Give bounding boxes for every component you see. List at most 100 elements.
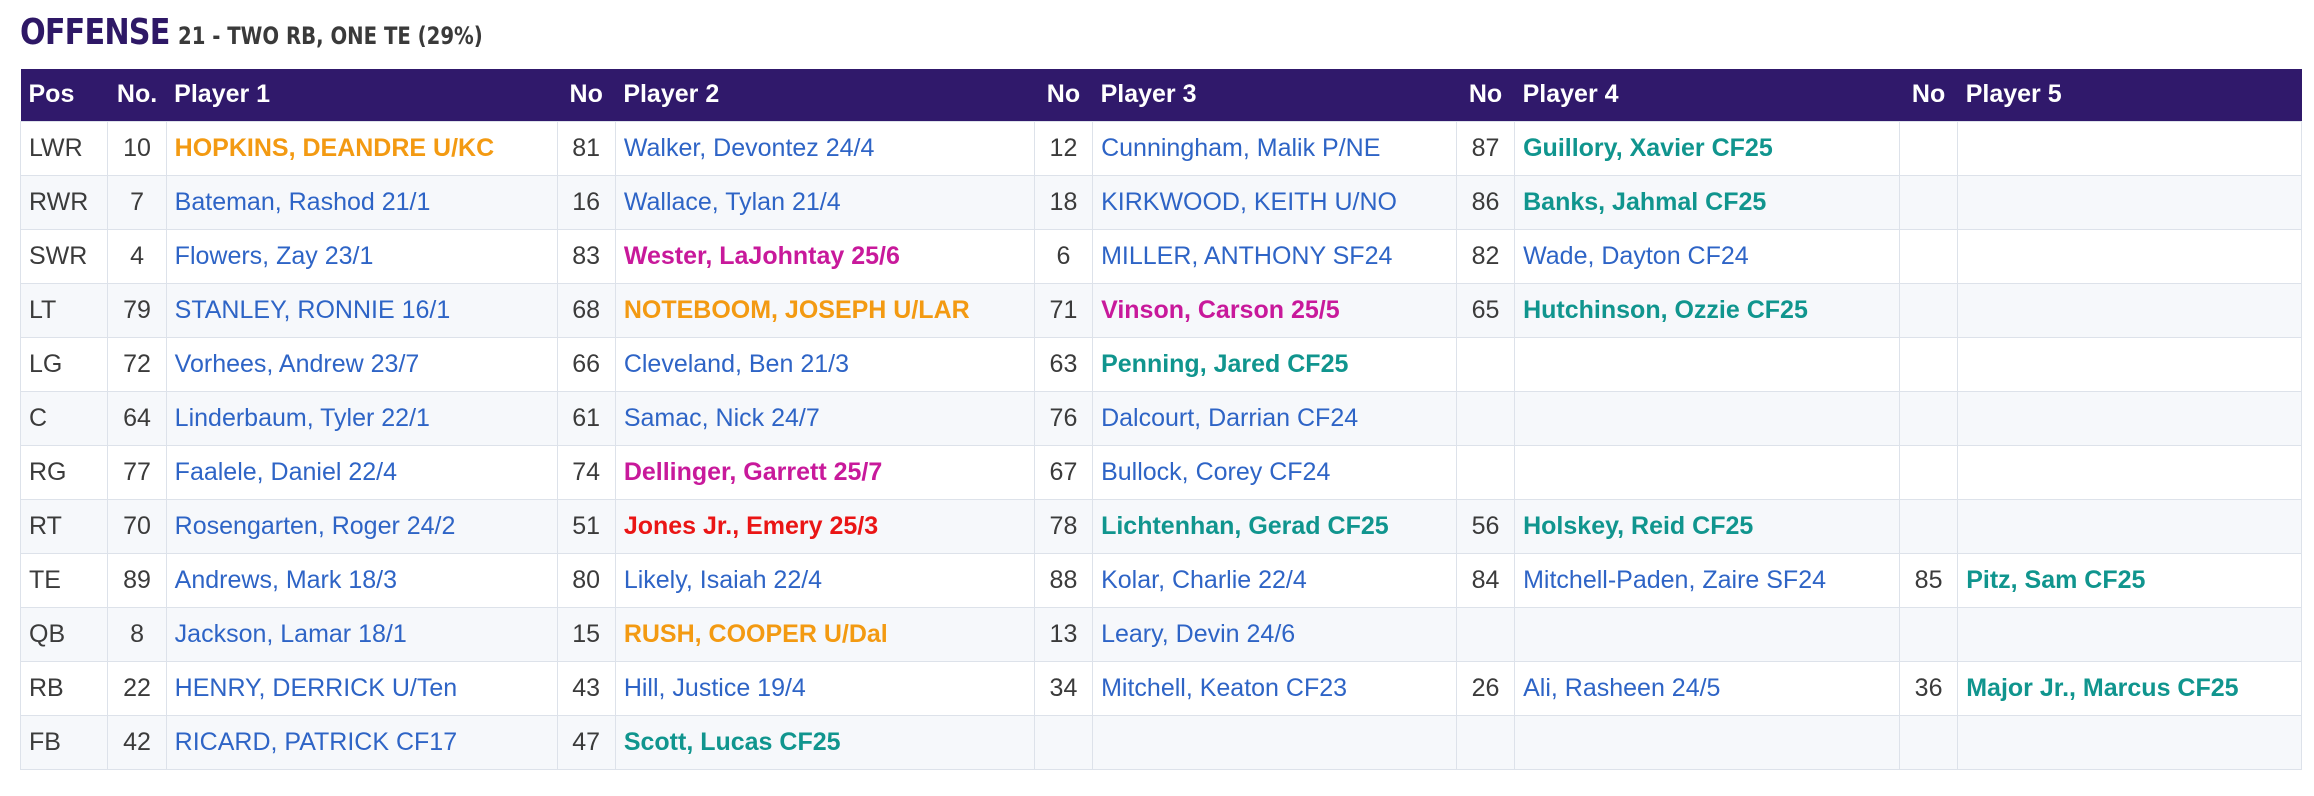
player-link[interactable]: HENRY, DERRICK U/Ten bbox=[174, 673, 458, 702]
player-cell: RUSH, COOPER U/Dal bbox=[614, 606, 1035, 662]
jersey-number-cell: 51 bbox=[556, 498, 616, 554]
player-link[interactable]: Andrews, Mark 18/3 bbox=[174, 565, 397, 594]
player-link[interactable]: Hutchinson, Ozzie CF25 bbox=[1523, 295, 1808, 324]
table-row: LT 79 STANLEY, RONNIE 16/1 68 NOTEBOOM, JOSE… bbox=[19, 282, 2302, 338]
position-cell: LG bbox=[19, 336, 109, 392]
position-cell: SWR bbox=[19, 228, 109, 284]
player-cell: Major Jr., Marcus CF25 bbox=[1957, 660, 2302, 716]
player-link[interactable]: Banks, Jahmal CF25 bbox=[1523, 187, 1767, 216]
player-cell bbox=[1514, 714, 1900, 770]
player-cell: KIRKWOOD, KEITH U/NO bbox=[1092, 174, 1457, 230]
player-link[interactable]: Samac, Nick 24/7 bbox=[623, 403, 820, 432]
player-link[interactable]: Wester, LaJohntay 25/6 bbox=[623, 241, 900, 270]
player-link[interactable]: Mitchell, Keaton CF23 bbox=[1101, 673, 1348, 702]
jersey-number-cell: 4 bbox=[107, 228, 167, 284]
player-link[interactable]: Cleveland, Ben 21/3 bbox=[623, 349, 849, 378]
player-link[interactable]: Penning, Jared CF25 bbox=[1101, 349, 1349, 378]
jersey-number-cell: 63 bbox=[1033, 336, 1094, 392]
player-cell bbox=[1957, 336, 2302, 392]
jersey-number-cell: 86 bbox=[1455, 174, 1516, 230]
player-cell: Linderbaum, Tyler 22/1 bbox=[165, 390, 558, 446]
jersey-number-cell: 82 bbox=[1455, 228, 1516, 284]
jersey-number-cell: 84 bbox=[1455, 552, 1516, 608]
jersey-number-cell: 36 bbox=[1898, 660, 1959, 716]
header-no-3: No bbox=[1046, 80, 1081, 109]
player-link[interactable]: Rosengarten, Roger 24/2 bbox=[174, 511, 456, 540]
jersey-number-cell: 47 bbox=[556, 714, 616, 770]
player-link[interactable]: Vorhees, Andrew 23/7 bbox=[174, 349, 420, 378]
player-link[interactable]: Walker, Devontez 24/4 bbox=[623, 133, 875, 162]
player-link[interactable]: Bullock, Corey CF24 bbox=[1101, 457, 1331, 486]
jersey-number-cell: 42 bbox=[107, 714, 167, 770]
jersey-number-cell: 76 bbox=[1033, 390, 1094, 446]
jersey-number-cell bbox=[1898, 714, 1959, 770]
player-cell bbox=[1092, 714, 1457, 770]
player-cell: Lichtenhan, Gerad CF25 bbox=[1092, 498, 1457, 554]
player-link[interactable]: Flowers, Zay 23/1 bbox=[174, 241, 374, 270]
player-link[interactable]: Ali, Rasheen 24/5 bbox=[1523, 673, 1721, 702]
player-link[interactable]: Dellinger, Garrett 25/7 bbox=[623, 457, 883, 486]
header-no-2: No bbox=[569, 80, 603, 109]
player-link[interactable]: Cunningham, Malik P/NE bbox=[1101, 133, 1381, 162]
player-cell bbox=[1514, 444, 1900, 500]
header-player-1: Player 1 bbox=[174, 80, 271, 109]
jersey-number-cell: 10 bbox=[107, 120, 167, 176]
jersey-number-cell bbox=[1898, 336, 1959, 392]
player-link[interactable]: Wade, Dayton CF24 bbox=[1523, 241, 1749, 270]
player-link[interactable]: Dalcourt, Darrian CF24 bbox=[1101, 403, 1359, 432]
player-link[interactable]: Faalele, Daniel 22/4 bbox=[174, 457, 398, 486]
player-link[interactable]: Hill, Justice 19/4 bbox=[623, 673, 806, 702]
player-link[interactable]: STANLEY, RONNIE 16/1 bbox=[174, 295, 451, 324]
player-cell: Wallace, Tylan 21/4 bbox=[614, 174, 1035, 230]
player-link[interactable]: Jones Jr., Emery 25/3 bbox=[623, 511, 879, 540]
section-subtitle: 21 - TWO RB, ONE TE (29%) bbox=[178, 22, 483, 50]
jersey-number-cell bbox=[1455, 336, 1516, 392]
player-link[interactable]: Jackson, Lamar 18/1 bbox=[174, 619, 407, 648]
player-cell: STANLEY, RONNIE 16/1 bbox=[165, 282, 558, 338]
player-link[interactable]: RICARD, PATRICK CF17 bbox=[174, 727, 458, 756]
player-cell: Jackson, Lamar 18/1 bbox=[165, 606, 558, 662]
table-row: RG 77 Faalele, Daniel 22/4 74 Dellinger, Gar… bbox=[19, 444, 2302, 500]
player-link[interactable]: HOPKINS, DEANDRE U/KC bbox=[174, 133, 495, 162]
player-cell bbox=[1957, 120, 2302, 176]
jersey-number-cell: 66 bbox=[556, 336, 616, 392]
jersey-number-cell: 56 bbox=[1455, 498, 1516, 554]
player-link[interactable]: Holskey, Reid CF25 bbox=[1523, 511, 1754, 540]
jersey-number-cell: 85 bbox=[1898, 552, 1959, 608]
player-link[interactable]: Kolar, Charlie 22/4 bbox=[1101, 565, 1307, 594]
player-link[interactable]: Leary, Devin 24/6 bbox=[1101, 619, 1296, 648]
player-link[interactable]: Mitchell-Paden, Zaire SF24 bbox=[1523, 565, 1827, 594]
player-link[interactable]: Lichtenhan, Gerad CF25 bbox=[1101, 511, 1389, 540]
player-link[interactable]: MILLER, ANTHONY SF24 bbox=[1101, 241, 1393, 270]
header-no-1: No. bbox=[116, 80, 158, 109]
position-cell: RG bbox=[19, 444, 109, 500]
table-row: RWR 7 Bateman, Rashod 21/1 16 Wallace, Tylan… bbox=[19, 174, 2302, 230]
player-cell bbox=[1514, 390, 1900, 446]
jersey-number-cell bbox=[1455, 444, 1516, 500]
table-row: RT 70 Rosengarten, Roger 24/2 51 Jones Jr., … bbox=[19, 498, 2302, 554]
player-link[interactable]: RUSH, COOPER U/Dal bbox=[623, 619, 888, 648]
jersey-number-cell bbox=[1898, 498, 1959, 554]
player-link[interactable]: Pitz, Sam CF25 bbox=[1966, 565, 2146, 594]
player-cell: Wester, LaJohntay 25/6 bbox=[614, 228, 1035, 284]
player-link[interactable]: Linderbaum, Tyler 22/1 bbox=[174, 403, 430, 432]
player-cell: RICARD, PATRICK CF17 bbox=[165, 714, 558, 770]
player-cell: Holskey, Reid CF25 bbox=[1514, 498, 1900, 554]
player-link[interactable]: Bateman, Rashod 21/1 bbox=[174, 187, 431, 216]
player-cell: Leary, Devin 24/6 bbox=[1092, 606, 1457, 662]
player-link[interactable]: Vinson, Carson 25/5 bbox=[1101, 295, 1340, 324]
player-link[interactable]: NOTEBOOM, JOSEPH U/LAR bbox=[623, 295, 970, 324]
player-cell: Scott, Lucas CF25 bbox=[614, 714, 1035, 770]
player-cell: Dalcourt, Darrian CF24 bbox=[1092, 390, 1457, 446]
jersey-number-cell: 22 bbox=[107, 660, 167, 716]
position-cell: LT bbox=[19, 282, 109, 338]
header-player-4: Player 4 bbox=[1522, 80, 1619, 109]
player-link[interactable]: Major Jr., Marcus CF25 bbox=[1966, 673, 2239, 702]
player-link[interactable]: KIRKWOOD, KEITH U/NO bbox=[1101, 187, 1397, 216]
jersey-number-cell bbox=[1898, 228, 1959, 284]
player-link[interactable]: Wallace, Tylan 21/4 bbox=[623, 187, 841, 216]
player-link[interactable]: Likely, Isaiah 22/4 bbox=[623, 565, 823, 594]
player-link[interactable]: Scott, Lucas CF25 bbox=[623, 727, 841, 756]
player-link[interactable]: Guillory, Xavier CF25 bbox=[1523, 133, 1773, 162]
jersey-number-cell: 77 bbox=[107, 444, 167, 500]
